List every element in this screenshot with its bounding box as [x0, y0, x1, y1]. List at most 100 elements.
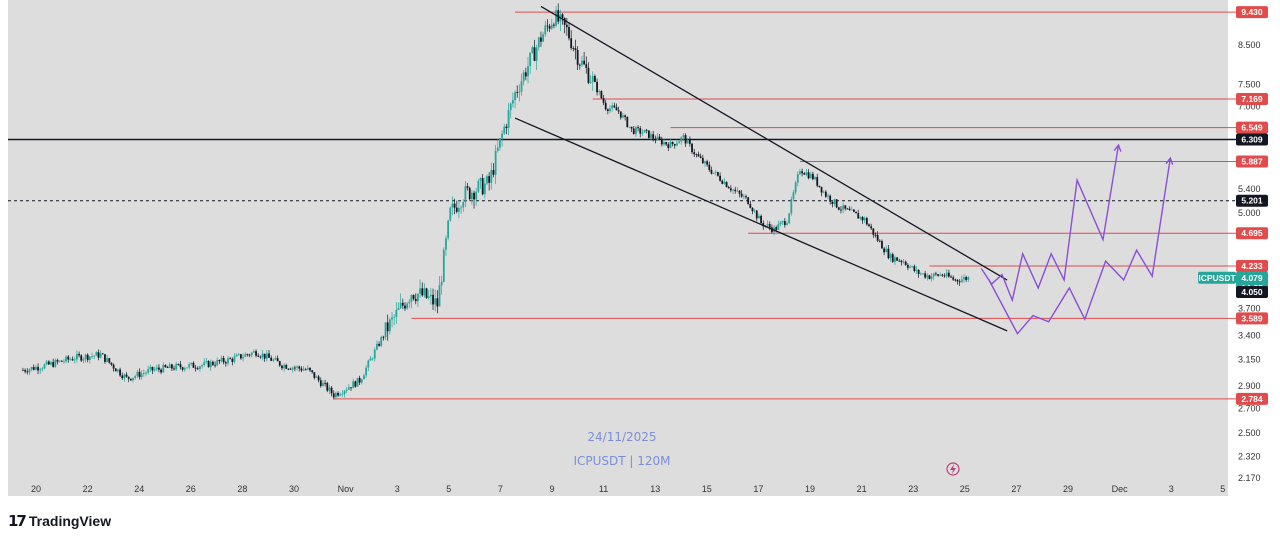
trendline[interactable]	[514, 117, 1008, 332]
candle	[235, 353, 238, 357]
candle	[380, 335, 383, 348]
svg-text:5.201: 5.201	[1241, 196, 1263, 206]
candle	[863, 216, 866, 224]
x-tick-label: Nov	[338, 484, 355, 494]
candle	[609, 105, 611, 114]
candle	[742, 194, 745, 200]
candle	[250, 351, 253, 358]
projection-path[interactable]	[980, 144, 1120, 303]
candle	[408, 299, 411, 309]
candle	[930, 273, 933, 282]
candle	[123, 373, 126, 382]
candle	[181, 366, 184, 372]
candle	[878, 239, 881, 243]
candle	[518, 84, 521, 102]
x-tick-label: 5	[1220, 484, 1225, 494]
svg-text:7.169: 7.169	[1241, 94, 1263, 104]
candle	[475, 187, 478, 206]
candle	[736, 187, 739, 193]
chart-area[interactable]: 8.500 7.500 7.000 5.400 5.000 3.700 3.400 3.150…	[0, 0, 1280, 500]
candle	[906, 263, 909, 271]
candle	[902, 258, 905, 264]
candle	[160, 368, 162, 375]
candle	[516, 85, 519, 98]
candle	[423, 283, 426, 298]
candle	[453, 198, 456, 215]
date-watermark: 24/11/2025	[587, 430, 656, 444]
candle	[591, 71, 594, 91]
projection-path[interactable]	[988, 157, 1171, 335]
x-tick-label: 13	[650, 484, 660, 494]
candle	[850, 206, 853, 211]
candle	[110, 362, 113, 367]
x-tick-label: 7	[498, 484, 503, 494]
candle	[272, 358, 275, 362]
x-tick-label: 28	[237, 484, 247, 494]
candle	[99, 350, 102, 359]
candle	[127, 376, 130, 383]
price-chart[interactable]: 8.500 7.500 7.000 5.400 5.000 3.700 3.400 3.150…	[0, 0, 1280, 500]
candle	[304, 367, 307, 371]
candle	[97, 349, 100, 361]
candle	[818, 185, 821, 188]
candle	[796, 171, 799, 187]
x-tick-label: 3	[1169, 484, 1174, 494]
trendline[interactable]	[540, 5, 1008, 281]
candle	[822, 190, 825, 194]
candle	[676, 139, 678, 147]
candle	[732, 188, 734, 194]
candle	[393, 313, 396, 326]
candle	[209, 359, 212, 371]
candle	[242, 353, 244, 362]
candle	[140, 370, 143, 380]
candle	[125, 372, 128, 378]
candle	[680, 136, 683, 145]
candle	[643, 129, 646, 133]
candle	[941, 273, 944, 277]
level-price-label: 7.169	[1236, 92, 1268, 105]
candle	[632, 126, 635, 135]
candle	[546, 19, 549, 32]
level-price-label: 2.784	[1236, 392, 1268, 405]
lightning-icon[interactable]	[946, 462, 960, 476]
candle	[63, 358, 65, 365]
candle	[153, 366, 156, 372]
candle	[222, 355, 225, 365]
candle	[606, 108, 609, 115]
candle	[186, 367, 188, 369]
candle	[589, 75, 592, 84]
candle	[615, 103, 618, 111]
candle	[302, 366, 305, 371]
candle	[786, 220, 788, 226]
candle	[384, 322, 387, 340]
candle	[740, 190, 743, 198]
candle	[179, 360, 182, 370]
candle	[520, 73, 523, 96]
candle	[853, 208, 855, 213]
candle	[699, 153, 702, 159]
svg-text:5.887: 5.887	[1241, 156, 1263, 166]
candle	[827, 193, 829, 200]
candle	[224, 360, 227, 367]
candle	[406, 301, 409, 310]
symbol-watermark: ICPUSDT | 120M	[573, 454, 670, 468]
candle	[445, 235, 447, 257]
candle	[725, 181, 728, 188]
x-tick-label: 19	[805, 484, 815, 494]
candle	[745, 194, 747, 200]
candle	[483, 177, 486, 199]
candle	[112, 363, 115, 372]
candle	[652, 130, 655, 142]
candle	[473, 190, 475, 209]
candle	[436, 290, 439, 314]
candle	[859, 216, 862, 221]
tradingview-logo[interactable]: 17 TradingView	[8, 512, 111, 530]
candle	[533, 39, 536, 62]
candle	[613, 102, 616, 109]
candle	[781, 220, 784, 226]
candle	[494, 144, 497, 185]
candle	[553, 22, 555, 29]
candle	[259, 355, 262, 359]
candle	[419, 279, 421, 298]
candle	[54, 358, 57, 368]
